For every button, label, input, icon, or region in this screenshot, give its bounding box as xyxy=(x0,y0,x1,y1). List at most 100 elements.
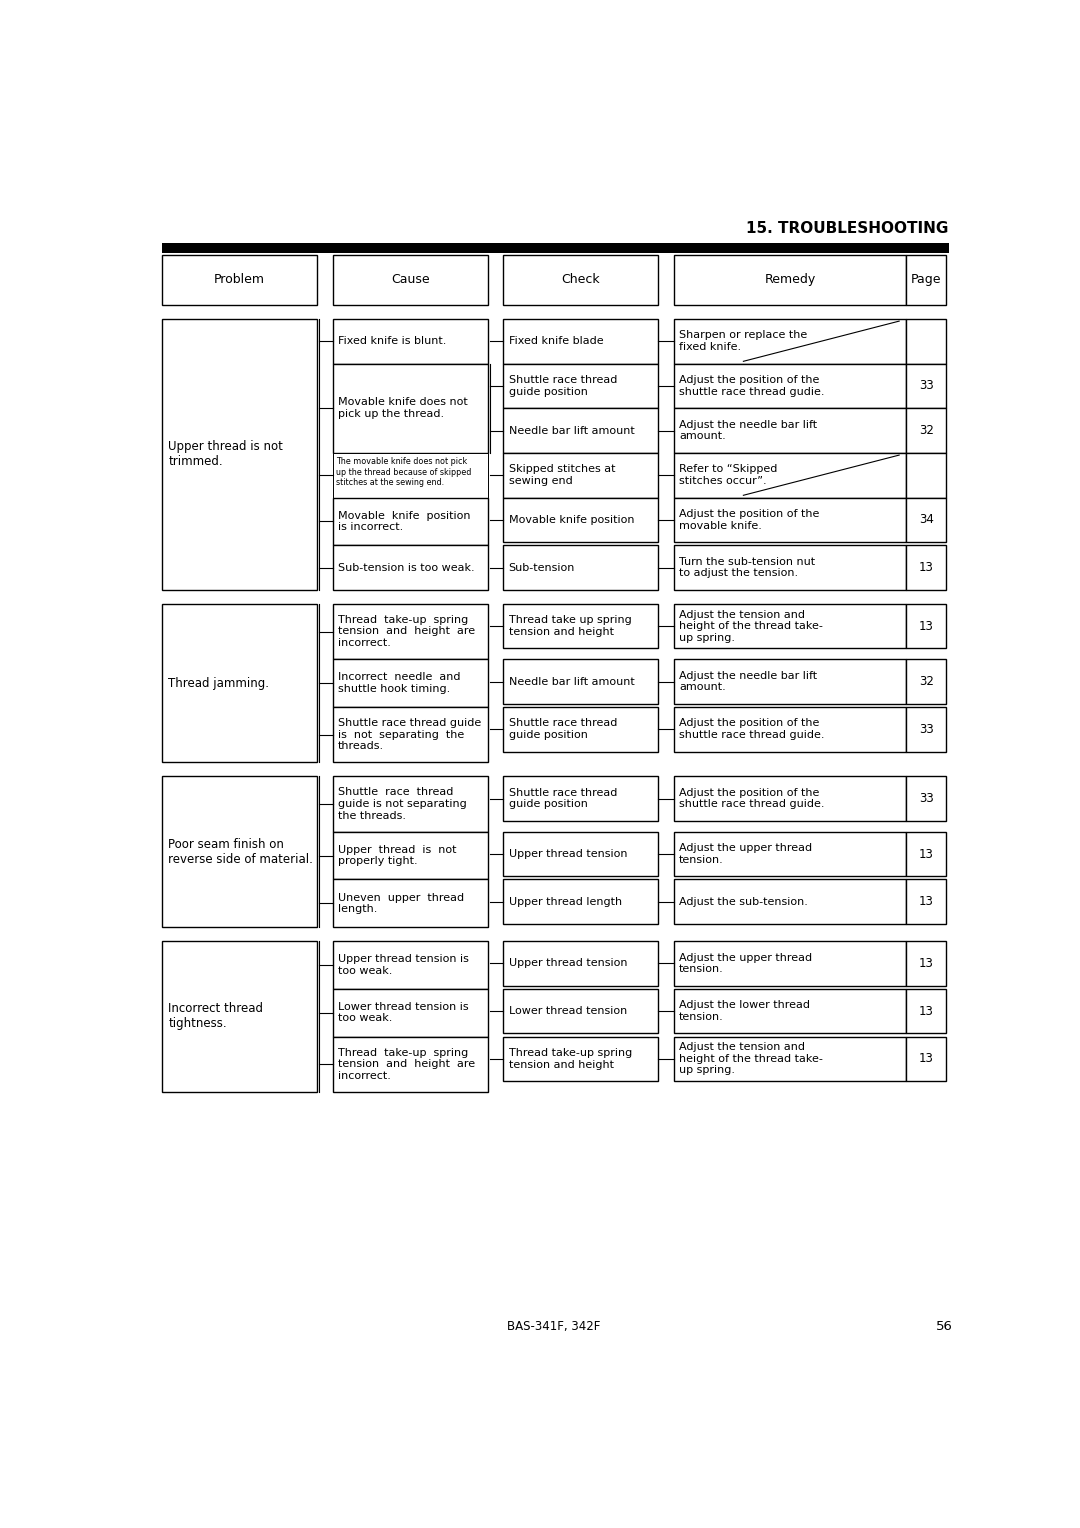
Text: Turn the sub-tension nut
to adjust the tension.: Turn the sub-tension nut to adjust the t… xyxy=(679,556,815,579)
Text: Incorrect thread
tightness.: Incorrect thread tightness. xyxy=(168,1002,264,1030)
Bar xyxy=(503,659,658,704)
Bar xyxy=(906,498,946,542)
Bar xyxy=(906,941,946,986)
Bar xyxy=(333,776,488,831)
Bar xyxy=(503,880,658,924)
Text: Refer to “Skipped
stitches occur”.: Refer to “Skipped stitches occur”. xyxy=(679,465,778,486)
Bar xyxy=(674,776,906,821)
Bar xyxy=(906,659,946,704)
Bar xyxy=(333,880,488,927)
Bar xyxy=(503,319,658,364)
Text: 15. TROUBLESHOOTING: 15. TROUBLESHOOTING xyxy=(746,220,948,235)
Text: Shuttle race thread guide
is  not  separating  the
threads.: Shuttle race thread guide is not separat… xyxy=(338,718,482,752)
Bar xyxy=(906,707,946,752)
Bar xyxy=(906,776,946,821)
Bar xyxy=(333,989,488,1036)
Bar xyxy=(906,255,946,306)
Bar xyxy=(162,255,318,306)
Bar xyxy=(333,452,488,498)
Text: Adjust the sub-tension.: Adjust the sub-tension. xyxy=(679,897,808,906)
Text: Thread jamming.: Thread jamming. xyxy=(168,677,269,689)
Bar xyxy=(906,545,946,590)
Text: Thread  take-up  spring
tension  and  height  are
incorrect.: Thread take-up spring tension and height… xyxy=(338,614,475,648)
Text: Upper thread tension is
too weak.: Upper thread tension is too weak. xyxy=(338,953,469,976)
Bar xyxy=(162,604,318,762)
Text: Shuttle  race  thread
guide is not separating
the threads.: Shuttle race thread guide is not separat… xyxy=(338,787,467,821)
Text: 34: 34 xyxy=(919,513,934,526)
Text: Movable knife does not
pick up the thread.: Movable knife does not pick up the threa… xyxy=(338,397,468,419)
Bar xyxy=(674,880,906,924)
Text: Check: Check xyxy=(562,274,599,286)
Bar xyxy=(906,604,946,648)
Text: Adjust the lower thread
tension.: Adjust the lower thread tension. xyxy=(679,1001,810,1022)
Text: 32: 32 xyxy=(919,675,934,688)
Text: Adjust the position of the
shuttle race thread gudie.: Adjust the position of the shuttle race … xyxy=(679,374,824,397)
Bar xyxy=(674,941,906,986)
Text: 13: 13 xyxy=(919,1053,934,1065)
Bar xyxy=(906,364,946,408)
Bar xyxy=(333,364,488,452)
Bar xyxy=(162,776,318,927)
Bar xyxy=(674,452,906,498)
Text: Cause: Cause xyxy=(391,274,430,286)
Text: Upper  thread  is  not
properly tight.: Upper thread is not properly tight. xyxy=(338,845,457,866)
Bar xyxy=(503,452,658,498)
Bar xyxy=(674,989,906,1033)
Text: Sub-tension is too weak.: Sub-tension is too weak. xyxy=(338,562,475,573)
Text: Adjust the upper thread
tension.: Adjust the upper thread tension. xyxy=(679,952,812,975)
Bar xyxy=(333,941,488,989)
Text: Upper thread is not
trimmed.: Upper thread is not trimmed. xyxy=(168,440,283,469)
Bar xyxy=(333,604,488,659)
Bar xyxy=(674,498,906,542)
Bar xyxy=(674,364,906,408)
Text: Upper thread tension: Upper thread tension xyxy=(509,958,627,969)
Text: 56: 56 xyxy=(935,1320,953,1332)
Bar xyxy=(333,498,488,545)
Bar xyxy=(906,880,946,924)
Text: 33: 33 xyxy=(919,379,933,393)
Bar xyxy=(333,831,488,880)
Bar xyxy=(333,255,488,306)
Text: Problem: Problem xyxy=(214,274,265,286)
Bar xyxy=(333,545,488,590)
Bar xyxy=(333,319,488,364)
Text: 13: 13 xyxy=(919,1004,934,1018)
Bar xyxy=(333,1036,488,1093)
Bar xyxy=(674,659,906,704)
Bar xyxy=(906,319,946,364)
Text: Needle bar lift amount: Needle bar lift amount xyxy=(509,677,634,686)
Text: Shuttle race thread
guide position: Shuttle race thread guide position xyxy=(509,788,617,810)
Bar xyxy=(674,319,906,364)
Bar xyxy=(503,707,658,752)
Text: Poor seam finish on
reverse side of material.: Poor seam finish on reverse side of mate… xyxy=(168,837,313,866)
Bar xyxy=(162,243,948,252)
Text: Lower thread tension is
too weak.: Lower thread tension is too weak. xyxy=(338,1002,469,1024)
Bar xyxy=(503,989,658,1033)
Bar xyxy=(162,941,318,1093)
Bar xyxy=(674,255,906,306)
Bar xyxy=(674,1036,906,1082)
Text: Adjust the position of the
movable knife.: Adjust the position of the movable knife… xyxy=(679,509,820,530)
Text: Sub-tension: Sub-tension xyxy=(509,562,575,573)
Bar xyxy=(503,364,658,408)
Text: Adjust the tension and
height of the thread take-
up spring.: Adjust the tension and height of the thr… xyxy=(679,610,823,643)
Bar xyxy=(503,604,658,648)
Bar xyxy=(333,707,488,762)
Bar xyxy=(503,408,658,452)
Text: Thread  take-up  spring
tension  and  height  are
incorrect.: Thread take-up spring tension and height… xyxy=(338,1048,475,1080)
Text: Movable  knife  position
is incorrect.: Movable knife position is incorrect. xyxy=(338,510,471,532)
Text: Incorrect  needle  and
shuttle hook timing.: Incorrect needle and shuttle hook timing… xyxy=(338,672,460,694)
Text: Movable knife position: Movable knife position xyxy=(509,515,634,524)
Text: Adjust the needle bar lift
amount.: Adjust the needle bar lift amount. xyxy=(679,671,818,692)
Bar xyxy=(906,408,946,452)
Text: 32: 32 xyxy=(919,425,934,437)
Bar xyxy=(906,1036,946,1082)
Bar xyxy=(674,604,906,648)
Bar xyxy=(503,545,658,590)
Text: Fixed knife blade: Fixed knife blade xyxy=(509,336,603,347)
Bar xyxy=(674,707,906,752)
Text: Lower thread tension: Lower thread tension xyxy=(509,1005,626,1016)
Text: Thread take-up spring
tension and height: Thread take-up spring tension and height xyxy=(509,1048,632,1070)
Bar xyxy=(674,831,906,877)
Text: Adjust the upper thread
tension.: Adjust the upper thread tension. xyxy=(679,843,812,865)
